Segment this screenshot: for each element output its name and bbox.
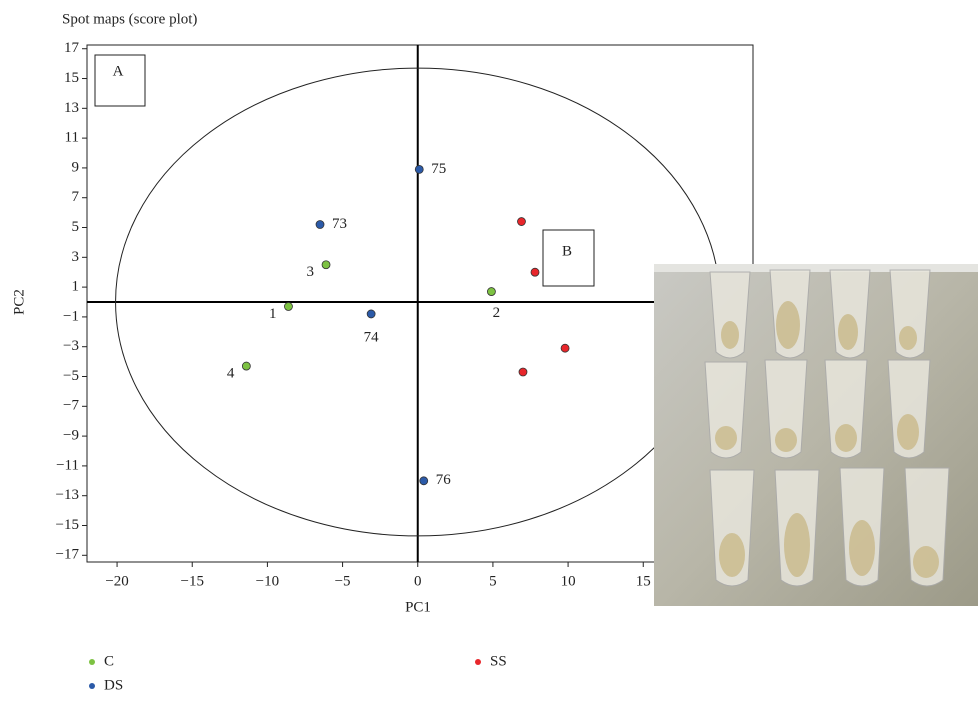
y-tick-label: 11 bbox=[65, 130, 79, 146]
point-label: 4 bbox=[227, 366, 235, 382]
y-tick-label: 15 bbox=[64, 70, 79, 86]
y-tick-label: −7 bbox=[63, 398, 79, 414]
x-tick-label: −20 bbox=[105, 573, 128, 589]
y-tick-label: −17 bbox=[56, 547, 80, 563]
legend-marker bbox=[475, 659, 481, 665]
point-label: 73 bbox=[332, 216, 347, 232]
chart: Spot maps (score plot) PC1 PC2 −20−15−10… bbox=[0, 0, 978, 696]
y-tick-label: −13 bbox=[56, 487, 79, 503]
legend-label: SS bbox=[490, 653, 507, 669]
point bbox=[284, 302, 292, 310]
x-axis-label: PC1 bbox=[405, 599, 431, 615]
point bbox=[415, 165, 423, 173]
y-tick-label: −11 bbox=[56, 457, 79, 473]
x-tick-label: −5 bbox=[335, 573, 351, 589]
point bbox=[561, 344, 569, 352]
x-tick-label: −10 bbox=[256, 573, 279, 589]
point bbox=[487, 288, 495, 296]
y-tick-label: −1 bbox=[63, 308, 79, 324]
chart-title: Spot maps (score plot) bbox=[62, 11, 197, 27]
point bbox=[531, 268, 539, 276]
point-label: 74 bbox=[364, 329, 380, 345]
point bbox=[420, 477, 428, 485]
y-tick-label: 3 bbox=[72, 249, 80, 265]
plot-frame bbox=[87, 45, 753, 562]
legend-marker bbox=[89, 659, 95, 665]
y-tick-label: 1 bbox=[72, 279, 80, 295]
point-label: 76 bbox=[436, 472, 452, 488]
annotation: B bbox=[562, 243, 572, 259]
point bbox=[242, 362, 250, 370]
point bbox=[517, 218, 525, 226]
x-tick-label: 10 bbox=[561, 573, 576, 589]
y-tick-label: 9 bbox=[72, 159, 80, 175]
annotation: A bbox=[113, 63, 124, 79]
y-tick-label: −3 bbox=[63, 338, 79, 354]
legend-label: DS bbox=[104, 677, 123, 693]
y-tick-label: 17 bbox=[64, 40, 80, 56]
y-tick-label: 13 bbox=[64, 100, 79, 116]
x-tick-label: 0 bbox=[414, 573, 422, 589]
x-tick-label: 15 bbox=[636, 573, 651, 589]
y-tick-label: −9 bbox=[63, 428, 79, 444]
photo bbox=[654, 264, 978, 606]
point bbox=[519, 368, 527, 376]
point bbox=[322, 261, 330, 269]
y-tick-label: 7 bbox=[72, 189, 80, 205]
x-tick-label: −15 bbox=[181, 573, 204, 589]
y-tick-label: 5 bbox=[72, 219, 80, 235]
y-tick-label: −5 bbox=[63, 368, 79, 384]
point bbox=[316, 221, 324, 229]
x-tick-label: 5 bbox=[489, 573, 497, 589]
point bbox=[367, 310, 375, 318]
legend-marker bbox=[89, 683, 95, 689]
y-axis-label: PC2 bbox=[11, 289, 27, 315]
legend-label: C bbox=[104, 653, 114, 669]
point-label: 3 bbox=[307, 264, 315, 280]
y-tick-label: −15 bbox=[56, 517, 79, 533]
point-label: 75 bbox=[431, 161, 446, 177]
point-label: 1 bbox=[269, 306, 277, 322]
point-label: 2 bbox=[493, 305, 501, 321]
